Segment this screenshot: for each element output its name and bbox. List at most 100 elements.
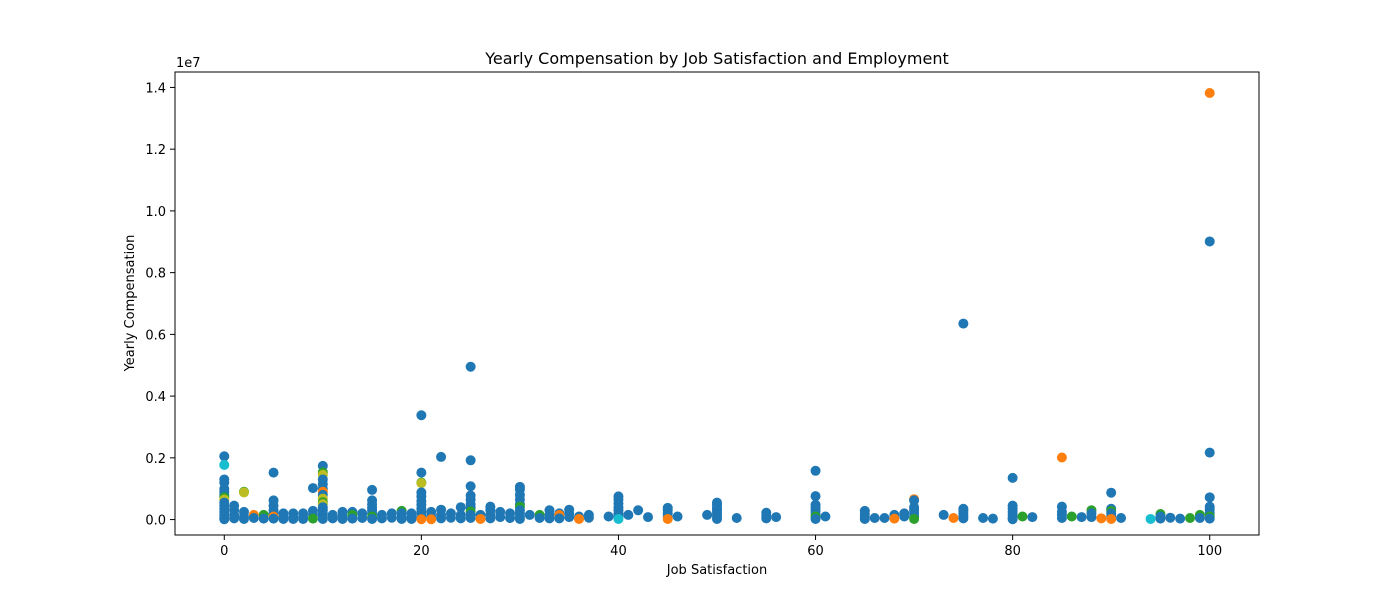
data-point [396,513,407,524]
data-point [347,513,358,524]
data-point [248,513,259,524]
y-tick-label: 0.2 [145,452,166,467]
data-point [298,513,309,524]
data-point [465,513,476,524]
y-tick-label: 1.2 [145,143,166,158]
data-point [524,509,535,520]
data-point [1017,511,1028,522]
data-point [495,512,506,523]
data-point [307,483,318,494]
y-axis-label: Yearly Compensation [123,235,138,373]
data-point [603,511,614,522]
data-point [583,512,594,523]
y-tick-label: 0.4 [145,390,166,405]
data-point [1106,487,1117,498]
data-point [958,513,969,524]
data-point [879,513,890,524]
plot-frame [174,71,1260,536]
data-point [761,513,772,524]
data-point [1185,513,1196,524]
y-axis: 0.0 0.2 0.4 0.6 0.8 1.0 1.2 1.4 [145,81,175,529]
data-point [623,509,634,520]
data-point [278,513,289,524]
y-tick-label: 1.0 [145,205,166,220]
data-point [1194,513,1205,524]
data-point [948,513,959,524]
data-point [436,451,447,462]
data-point [1076,512,1087,523]
data-point [465,455,476,466]
data-point [406,513,417,524]
data-point [485,513,496,524]
data-point [633,505,644,516]
y-tick-label: 1.4 [145,81,166,96]
data-point [1204,87,1215,98]
data-point [258,513,269,524]
x-tick-label: 60 [807,544,824,559]
data-point [386,512,397,523]
data-point [357,513,368,524]
data-point [416,467,427,478]
data-point [1175,513,1186,524]
data-point [544,513,555,524]
data-point [1204,236,1215,247]
data-point [229,513,240,524]
data-point [731,513,742,524]
data-point [554,513,565,524]
data-point [1056,452,1067,463]
data-point [465,481,476,492]
data-point [987,513,998,524]
data-point [288,513,299,524]
data-point [1096,513,1107,524]
data-point [307,513,318,524]
data-point [416,478,427,489]
data-point [475,513,486,524]
data-point [367,513,378,524]
data-point [317,513,328,524]
data-point [1106,513,1117,524]
data-point [702,509,713,520]
data-point [899,511,910,522]
data-point [643,512,654,523]
data-point [436,513,447,524]
data-point [712,513,722,524]
data-point [1116,513,1127,524]
data-point [889,513,900,524]
data-point [445,512,456,523]
x-tick-label: 0 [220,544,228,559]
data-point [574,513,585,524]
data-point [534,513,545,524]
y-tick-label: 0.6 [145,328,166,343]
data-point [426,514,437,525]
x-tick-label: 80 [1004,544,1021,559]
data-point [514,513,525,524]
data-point [1086,512,1097,523]
data-point [810,491,821,502]
data-point [1165,512,1176,523]
data-point [1204,492,1215,503]
data-point [327,513,338,524]
data-point [465,361,476,372]
data-point [416,514,427,525]
chart-title: Yearly Compensation by Job Satisfaction … [484,49,948,68]
data-point [859,513,870,524]
y-axis-offset-label: 1e7 [176,56,201,71]
data-point [662,513,673,524]
data-point [229,500,240,511]
data-point [219,459,230,470]
data-point [219,451,230,462]
x-axis: 0 20 40 60 80 100 [220,535,1222,559]
data-point [869,513,880,524]
data-point [1007,472,1018,483]
data-point [219,514,230,525]
data-point [613,513,624,524]
data-point [268,513,279,524]
data-point [564,512,575,523]
data-point [505,513,516,524]
data-point [455,502,466,513]
data-point [238,513,249,524]
data-point [1066,511,1077,522]
data-point [672,511,683,522]
y-tick-label: 0.0 [145,514,166,529]
data-point [938,509,949,520]
